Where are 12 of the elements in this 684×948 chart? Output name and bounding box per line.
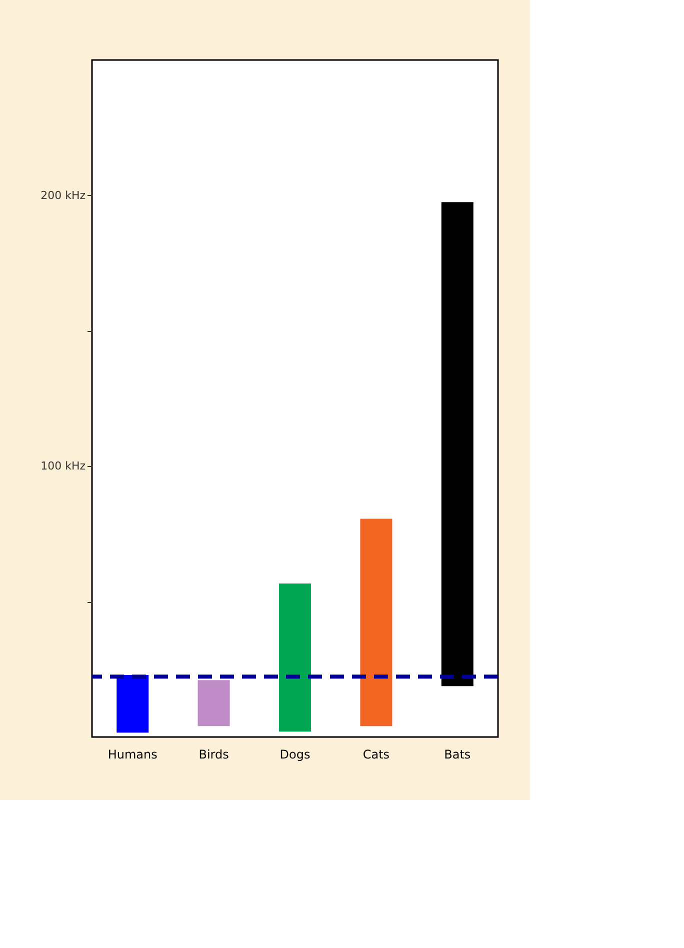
x-tick-label: Birds [198,748,229,762]
y-tick-label: 200 kHz [40,188,86,202]
x-tick-label: Cats [362,748,390,762]
bar [116,674,149,733]
x-tick-label: Bats [444,748,471,762]
bar [360,518,392,726]
bar [279,583,311,732]
x-tick-label: Humans [108,748,158,762]
bar [198,680,230,726]
y-tick-label: 100 kHz [40,460,86,473]
bar [441,202,474,686]
x-tick-label: Dogs [280,748,310,762]
